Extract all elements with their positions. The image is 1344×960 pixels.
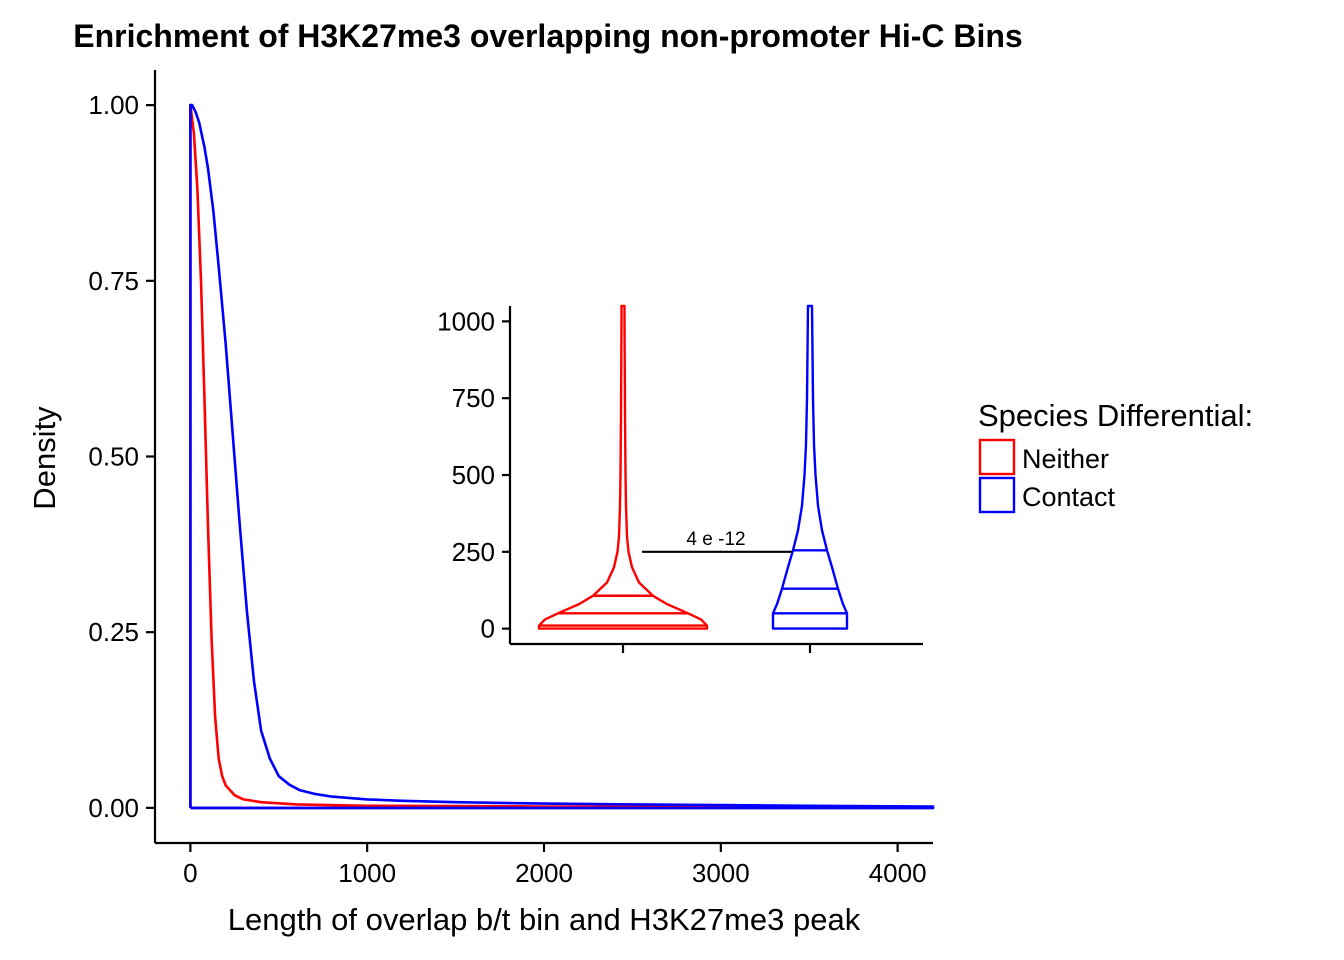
legend: Species Differential: Neither Contact: [978, 398, 1253, 514]
legend-label-neither: Neither: [1022, 444, 1109, 474]
chart-title: Enrichment of H3K27me3 overlapping non-p…: [73, 18, 1022, 54]
significance-annotation: 4 e -12: [642, 529, 792, 553]
x-tick-label: 4000: [869, 858, 927, 888]
main-axes: 0.00 0.25 0.50 0.75 1.00 0 1000 2000 3000 4000: [88, 70, 933, 888]
inset-y-tick-label: 500: [452, 460, 495, 490]
y-tick-label: 0.00: [88, 793, 139, 823]
x-tick-label: 2000: [515, 858, 573, 888]
violin-neither: [537, 304, 709, 630]
inset-y-tick-label: 250: [452, 537, 495, 567]
inset-y-tick-label: 750: [452, 383, 495, 413]
y-tick-label: 1.00: [88, 90, 139, 120]
inset-y-tick-label: 1000: [437, 306, 495, 336]
legend-key-neither: [978, 438, 1016, 476]
significance-label: 4 e -12: [686, 529, 745, 550]
density-line-contact: [189, 103, 935, 810]
x-tick-label: 1000: [338, 858, 396, 888]
y-tick-label: 0.50: [88, 442, 139, 472]
y-axis-title: Density: [27, 406, 62, 510]
y-tick-label: 0.25: [88, 617, 139, 647]
main-plot: 0.00 0.25 0.50 0.75 1.00 0 1000 2000 3000 4000: [88, 70, 935, 888]
violin-contact: [771, 304, 849, 630]
legend-key-contact: [978, 476, 1016, 514]
x-tick-label: 0: [183, 858, 197, 888]
density-line-neither: [189, 103, 935, 810]
x-axis-title: Length of overlap b/t bin and H3K27me3 p…: [228, 902, 861, 937]
inset-series: [537, 304, 849, 630]
y-tick-label: 0.75: [88, 266, 139, 296]
legend-label-contact: Contact: [1022, 482, 1116, 512]
inset-axes: 0 250 500 750 1000: [437, 306, 923, 653]
legend-title: Species Differential:: [978, 398, 1253, 433]
main-series: [189, 103, 935, 810]
x-tick-label: 3000: [692, 858, 750, 888]
inset-y-tick-label: 0: [481, 614, 495, 644]
inset-plot: 0 250 500 750 1000 4 e -12: [437, 304, 923, 653]
legend-entries: Neither Contact: [978, 438, 1116, 514]
